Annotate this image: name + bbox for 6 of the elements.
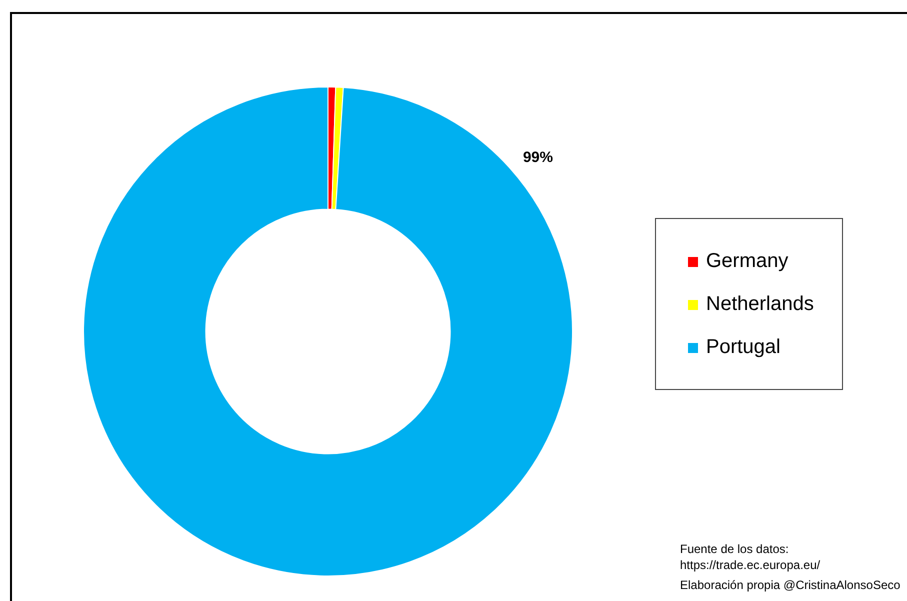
legend-label: Portugal [706, 336, 780, 359]
source-note: Fuente de los datos: https://trade.ec.europa.eu/ [680, 541, 822, 573]
legend-label: Netherlands [706, 293, 814, 316]
legend-label: Germany [706, 250, 788, 273]
data-label: 99% [522, 148, 553, 166]
text: Elaboración propia @CristinaAlonsoSeco [680, 577, 900, 593]
